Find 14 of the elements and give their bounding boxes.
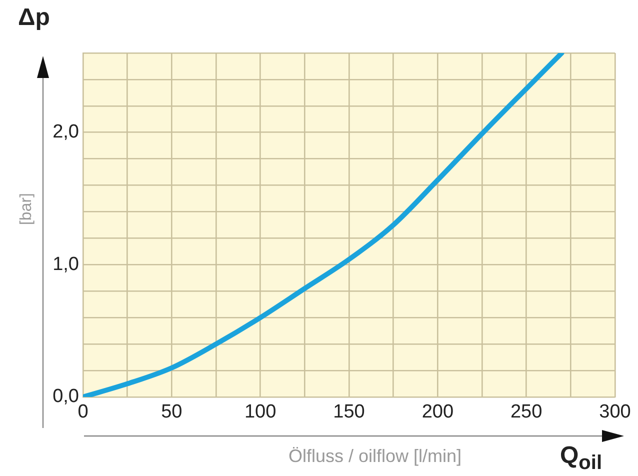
chart-title: Δp [18,4,50,32]
text: Q$_{oil}$ [560,442,602,475]
x-axis-title: Ölfluss / oilflow [l/min] [287,446,463,467]
y-tick-label: 1,0 [52,254,79,275]
x-tick-label: 100 [244,402,276,423]
y-tick-label: 0,0 [52,386,79,408]
x-tick-label: 250 [510,402,542,423]
x-tick-label: 300 [599,402,631,423]
y-tick-label: 2,0 [52,122,79,143]
x-tick-label: 50 [161,402,182,423]
x-tick-label: 0 [78,402,88,423]
x-tick-label: 150 [333,402,365,423]
y-axis-title: [bar] [18,192,36,228]
x-tick-label: 200 [422,402,454,423]
